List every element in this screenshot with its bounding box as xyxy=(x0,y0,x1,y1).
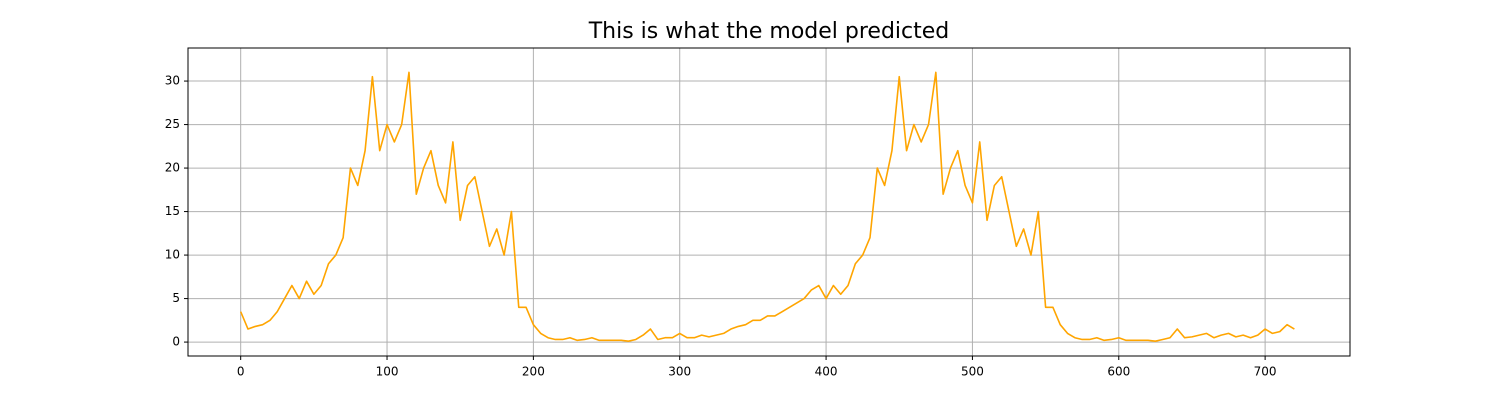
x-tick-label: 700 xyxy=(1254,365,1277,379)
x-tick-label: 100 xyxy=(376,365,399,379)
chart-title: This is what the model predicted xyxy=(588,19,950,44)
x-tick-label: 600 xyxy=(1107,365,1130,379)
y-tick-label: 30 xyxy=(165,74,180,88)
line xyxy=(239,71,1295,343)
x-tick-label: 400 xyxy=(815,365,838,379)
x-tick-label: 0 xyxy=(237,365,245,379)
y-tick-label: 15 xyxy=(165,204,180,218)
y-tick-label: 10 xyxy=(165,248,180,262)
x-tick-label: 500 xyxy=(961,365,984,379)
plot-frame xyxy=(187,47,1351,357)
y-tick-label: 5 xyxy=(172,291,180,305)
x-tick-label: 300 xyxy=(668,365,691,379)
y-tick-label: 20 xyxy=(165,161,180,175)
x-tick-label: 200 xyxy=(522,365,545,379)
y-tick-label: 25 xyxy=(165,117,180,131)
y-tick-label: 0 xyxy=(172,335,180,349)
